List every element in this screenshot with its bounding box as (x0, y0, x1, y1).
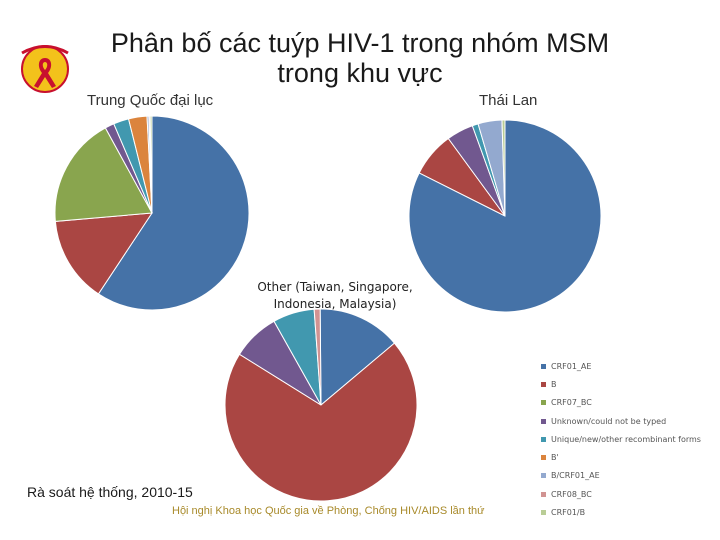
legend-label: B' (551, 453, 559, 463)
legend-item-b: B' (541, 448, 720, 466)
pie-slice-crf07-bc (54, 127, 153, 222)
legend-item-crf01-ae: CRF01_AE (541, 357, 720, 375)
legend-item-crf01-b: CRF01/B (541, 503, 720, 521)
chart-title-thailand: Thái Lan (479, 92, 538, 109)
legend-label: Unknown/could not be typed (551, 416, 667, 426)
legend-item-b-crf01-ae: B/CRF01_AE (541, 467, 720, 485)
chart-title-other: Other (Taiwan, Singapore, Indonesia, Mal… (250, 279, 420, 313)
footer-conference-name: Hội nghị Khoa học Quốc gia về Phòng, Chố… (172, 505, 485, 517)
legend-label: CRF01_AE (551, 361, 592, 371)
legend-label: Unique/new/other recombinant forms (551, 434, 701, 444)
legend-item-crf08-bc: CRF08_BC (541, 485, 720, 503)
legend-swatch (541, 436, 546, 442)
footer-review-note: Rà soát hệ thống, 2010-15 (27, 484, 193, 500)
pie-slice-crf01-ae (319, 308, 396, 407)
legend-item-unique-new-other-recombinant-forms: Unique/new/other recombinant forms (541, 430, 720, 448)
chart-title-other-line-1: Other (Taiwan, Singapore, (257, 280, 413, 294)
legend-swatch (541, 455, 546, 461)
chart-legend: CRF01_AE B CRF07_BC Unknown/could not be ty… (541, 357, 720, 522)
pie-slice-b (224, 342, 418, 502)
chart-title-other-line-2: Indonesia, Malaysia) (273, 297, 397, 311)
legend-swatch (541, 418, 546, 424)
legend-swatch (541, 400, 546, 406)
legend-label: B (551, 379, 557, 389)
pie-slice-crf01-b (149, 115, 153, 214)
legend-swatch (541, 363, 546, 369)
legend-item-crf07-bc: CRF07_BC (541, 394, 720, 412)
slide-title-line-1: Phân bố các tuýp HIV-1 trong nhóm MSM (110, 28, 610, 58)
chart-title-china: Trung Quốc đại lục (87, 92, 214, 109)
legend-item-b: B (541, 375, 720, 393)
pie-slice-crf01-b (501, 119, 506, 217)
slide-title-line-2: trong khu vực (277, 58, 443, 88)
pie-slice-b (54, 212, 153, 295)
hiv-ribbon-logo-icon (21, 45, 69, 93)
legend-label: CRF08_BC (551, 489, 592, 499)
pie-slice-crf01-ae (97, 115, 250, 311)
legend-label: CRF01/B (551, 508, 586, 518)
legend-label: B/CRF01_AE (551, 471, 600, 481)
legend-item-unknown-could-not-be-typed: Unknown/could not be typed (541, 412, 720, 430)
legend-swatch (541, 491, 546, 497)
pie-slice-crf08-bc (313, 308, 322, 406)
legend-swatch (541, 473, 546, 479)
legend-swatch (541, 510, 546, 516)
legend-swatch (541, 381, 546, 387)
legend-label: CRF07_BC (551, 398, 592, 408)
